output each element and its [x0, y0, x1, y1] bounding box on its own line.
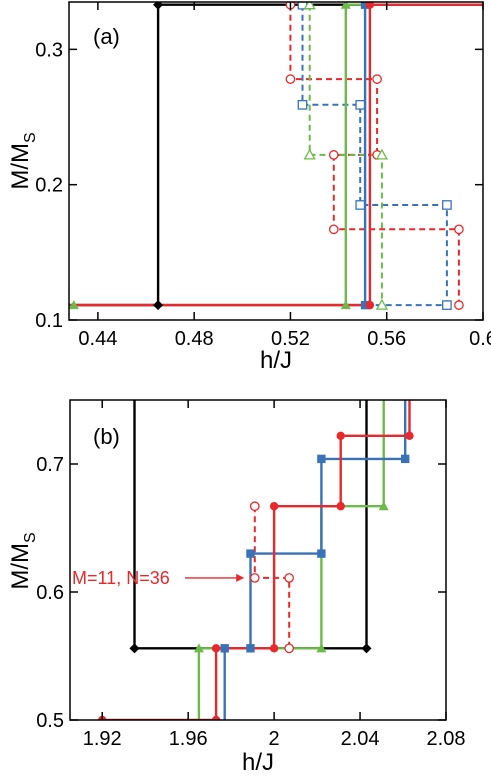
panel-a-label: (a) [93, 24, 120, 49]
panel-a-marker-blue [355, 200, 366, 210]
panel-b-marker-red [211, 644, 221, 653]
svg-text:M/MS: M/MS [7, 532, 39, 589]
panel-a-ytick-label: 0.3 [35, 39, 63, 61]
panel-a-xtick-label: 0.6 [469, 328, 491, 350]
panel-b-series-group [98, 400, 414, 720]
panel-a-xtick-label: 0.56 [367, 328, 406, 350]
annotation-arrow-head [236, 573, 245, 582]
panel-b-marker-blue [400, 454, 410, 464]
panel-b-xtick-label: 2.04 [341, 728, 380, 750]
panel-a-xtick-label: 0.44 [78, 328, 117, 350]
panel-b-marker-green [378, 501, 389, 511]
panel-b-xtick-label: 2 [269, 728, 280, 750]
panel-b-marker-red [211, 715, 221, 720]
panel-b-marker-red [249, 501, 260, 512]
panel-b-marker-green [193, 643, 204, 653]
panel-a-marker-green [303, 2, 316, 10]
panel-b-frame [69, 399, 447, 721]
panel-a-marker-black [153, 2, 164, 10]
panel-b-marker-red [284, 573, 295, 583]
panel-a-marker-red [328, 150, 339, 160]
panel-a-series-line-black [69, 3, 483, 307]
panel-b-ylabel-sub: S [22, 532, 39, 543]
panel-b-ytick-label: 0.7 [36, 454, 64, 476]
panel-b-marker-blue [317, 549, 326, 558]
panel-a-marker-green [303, 148, 316, 160]
panel-b-marker-red [269, 644, 279, 653]
panel-a-marker-blue [355, 99, 366, 110]
panel-a-xtick-label: 0.52 [271, 328, 310, 350]
panel-a-ytick-label: 0.1 [35, 310, 63, 332]
panel-b-marker-red [405, 431, 414, 441]
panel-b-ytick-label: 0.6 [36, 582, 64, 604]
panel-a-xlabel: h/J [260, 347, 292, 374]
panel-a-marker-red [372, 74, 382, 84]
panel-b-ylabel-main: M/M [7, 543, 34, 590]
panel-b-marker-blue [220, 644, 229, 653]
panel-b-plot-area [98, 400, 414, 720]
panel-b-label: (b) [93, 424, 120, 449]
panel-a-marker-red [454, 224, 464, 235]
panel-a-marker-green [340, 300, 351, 310]
panel-b-series-line-green [197, 400, 385, 720]
panel-a-marker-blue [442, 200, 452, 210]
panel-a-marker-red [328, 224, 339, 235]
panel-b-marker-red [336, 502, 345, 511]
panel-a-marker-red [365, 300, 375, 310]
panel-a: 0.44 0.48 0.52 0.56 0.6 0.1 0.2 0.3 (a) h/J M/M… [7, 1, 491, 374]
panel-a-series-line-green [69, 3, 483, 307]
panel-b-series-line-red-dashed [253, 506, 291, 649]
panel-b-marker-black [361, 643, 372, 654]
panel-a-ytick-label: 0.2 [35, 175, 63, 197]
panel-a-marker-red [285, 74, 296, 84]
panel-b-marker-red [336, 431, 345, 441]
panel-b-ylabel: M/MS [7, 532, 39, 589]
panel-a-series-line-blue [69, 3, 483, 307]
panel-b-series-line-blue [223, 400, 407, 720]
panel-a-series-line-green-dashed [308, 4, 383, 306]
panel-a-marker-blue [297, 99, 308, 110]
panel-a-plot-area [69, 2, 483, 311]
panel-a-marker-blue [360, 300, 370, 310]
panel-a-series-group [69, 2, 483, 311]
panel-a-marker-black [153, 300, 164, 311]
panel-b-ytick-label: 0.5 [36, 710, 64, 732]
annotation-text: M=11, N=36 [72, 568, 170, 588]
panel-b-annotation: M=11, N=36 [72, 568, 245, 588]
panel-b-xtick-label: 1.96 [169, 728, 208, 750]
panel-b-marker-red [269, 502, 279, 511]
panel-a-marker-red [365, 2, 375, 9]
panel-a-ylabel: M/MS [7, 132, 39, 189]
panel-b-marker-black [129, 643, 140, 654]
panel-a-series-line-red [69, 3, 483, 307]
panel-b-marker-blue [246, 644, 255, 653]
panel-a-marker-blue [442, 300, 452, 310]
panel-b-xtick-label: 2.08 [427, 728, 466, 750]
panel-a-frame [68, 1, 484, 321]
panel-b-xtick-label: 1.92 [83, 728, 122, 750]
svg-text:M/MS: M/MS [7, 132, 39, 189]
panel-a-marker-green [69, 300, 79, 310]
panel-a-marker-green [375, 148, 389, 160]
panel-b-ticks: 1.92 1.96 2 2.04 2.08 0.5 0.6 0.7 [36, 400, 465, 750]
panel-b: 1.92 1.96 2 2.04 2.080.50.60.7 (b) h/J M/MS … [7, 399, 465, 776]
panel-b-series-line-red [102, 400, 411, 720]
panel-a-xtick-label: 0.48 [175, 328, 214, 350]
panel-a-marker-blue [360, 2, 370, 9]
panel-a-ticks: 0.44 0.48 0.52 0.56 0.6 0.1 0.2 0.3 [35, 2, 491, 350]
panel-b-marker-green [316, 643, 327, 653]
panel-b-marker-red [284, 643, 295, 654]
panel-b-marker-red [249, 573, 260, 583]
panel-a-marker-green [340, 2, 351, 9]
panel-a-marker-red [454, 300, 464, 310]
panel-a-ylabel-main: M/M [7, 143, 34, 190]
panel-b-marker-blue [317, 454, 326, 464]
panel-a-marker-green [375, 298, 389, 310]
panel-a-ylabel-sub: S [22, 132, 39, 143]
panel-b-xlabel: h/J [242, 749, 274, 776]
panel-b-marker-blue [246, 549, 255, 558]
